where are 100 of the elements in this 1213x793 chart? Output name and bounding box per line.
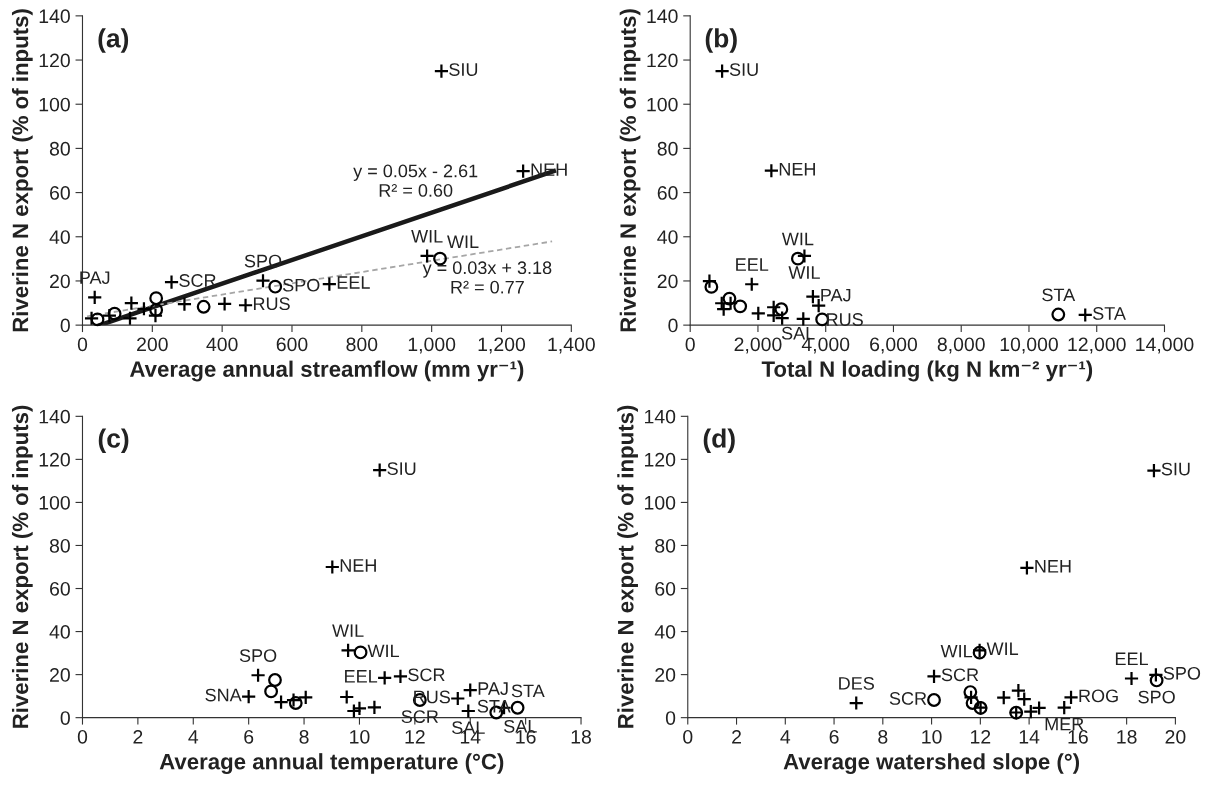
annotation: NEH xyxy=(779,162,815,176)
y-tick-label: 60 xyxy=(50,186,70,200)
annotation: SIU xyxy=(387,462,416,475)
x-tick-label: 20 xyxy=(1165,729,1186,744)
y-tick-label: 20 xyxy=(50,668,70,682)
x-tick-label: 0 xyxy=(77,729,88,744)
x-tick-label: 6,000 xyxy=(870,337,918,354)
x-tick-label: 8 xyxy=(299,729,309,744)
chart-title: (d) xyxy=(703,428,735,453)
annotation: SCR xyxy=(179,274,216,287)
y-tick-label: 60 xyxy=(50,581,70,596)
y-tick-label: 40 xyxy=(657,230,678,244)
y-axis-title: Riverine N export (% of inputs) xyxy=(617,405,638,728)
annotation: SCR xyxy=(408,668,445,682)
annotation: STA xyxy=(1093,307,1126,320)
y-tick-label: 20 xyxy=(655,668,676,682)
annotation: WIL xyxy=(332,624,364,637)
annotation: NEH xyxy=(1035,560,1071,573)
y-axis-title: Riverine N export (% of inputs) xyxy=(11,9,33,332)
x-tick-label: 14 xyxy=(1019,730,1040,744)
y-tick-label: 60 xyxy=(657,186,678,200)
x-tick-label: 10,000 xyxy=(1000,337,1058,354)
x-axis-title: Average annual temperature (°C) xyxy=(159,753,504,774)
annotation: SIU xyxy=(1161,462,1190,476)
y-tick-label: 40 xyxy=(49,230,70,244)
x-tick-label: 4 xyxy=(780,730,791,744)
y-tick-label: 120 xyxy=(39,53,70,68)
annotation: STA xyxy=(511,684,545,698)
annotation: MER xyxy=(1045,717,1084,731)
annotation: STA xyxy=(1042,288,1076,302)
y-tick-label: 120 xyxy=(647,53,678,68)
annotation: EEL xyxy=(1115,652,1148,666)
annotation: ROG xyxy=(1079,689,1118,703)
x-tick-label: 400 xyxy=(206,337,238,352)
x-tick-label: 8 xyxy=(878,729,888,744)
x-tick-label: 0 xyxy=(685,337,695,352)
annotation: EEL xyxy=(345,670,378,683)
y-tick-label: 140 xyxy=(39,9,70,24)
x-tick-label: 12 xyxy=(405,729,425,744)
x-tick-label: 2 xyxy=(133,729,143,744)
x-tick-label: 6 xyxy=(829,729,839,744)
annotation: SPO xyxy=(1163,666,1201,680)
y-tick-label: 100 xyxy=(645,495,676,510)
y-tick-label: 20 xyxy=(657,274,678,289)
y-tick-label: 80 xyxy=(655,538,676,553)
y-axis-title: Riverine N export (% of inputs) xyxy=(11,405,33,728)
x-tick-label: 8,000 xyxy=(937,337,985,354)
y-tick-label: 0 xyxy=(668,318,678,333)
x-axis-title: Total N loading (kg N km⁻² yr⁻¹) xyxy=(761,360,1093,382)
x-tick-label: 2 xyxy=(732,729,741,744)
annotation: y = 0.05x - 2.61 R² = 0.60 xyxy=(353,164,478,197)
x-tick-label: 1,200 xyxy=(478,337,526,354)
annotation: WIL xyxy=(367,644,400,658)
annotation: SIU xyxy=(729,63,758,76)
annotation: WIL xyxy=(781,232,814,246)
y-tick-label: 80 xyxy=(657,141,678,156)
annotation: y = 0.03x + 3.18 R² = 0.77 xyxy=(422,261,552,294)
y-tick-label: 0 xyxy=(665,711,676,725)
y-tick-label: 0 xyxy=(60,711,70,725)
y-tick-label: 0 xyxy=(60,318,70,333)
y-tick-label: 100 xyxy=(39,97,70,112)
y-tick-label: 100 xyxy=(647,97,678,112)
x-tick-label: 4 xyxy=(188,730,199,744)
x-tick-label: 18 xyxy=(571,729,591,744)
annotation: EEL xyxy=(736,258,769,271)
chart-title: (b) xyxy=(705,28,737,53)
annotation: SPO xyxy=(244,254,282,268)
y-tick-label: 40 xyxy=(654,625,676,639)
annotation: RUS xyxy=(253,297,290,311)
annotation: WIL xyxy=(788,266,820,279)
annotation: SPO xyxy=(239,649,277,662)
y-tick-label: 20 xyxy=(50,274,70,289)
annotation: DES xyxy=(839,676,874,690)
annotation: WIL xyxy=(986,642,1019,655)
annotation: SCR xyxy=(889,692,927,705)
x-tick-label: 14,000 xyxy=(1136,337,1194,354)
y-tick-label: 60 xyxy=(655,581,676,596)
x-tick-label: 800 xyxy=(346,337,378,352)
annotation: SPO xyxy=(282,278,320,292)
annotation: EEL xyxy=(337,276,370,289)
x-tick-label: 12 xyxy=(971,729,991,744)
y-tick-label: 120 xyxy=(645,452,676,467)
y-tick-label: 140 xyxy=(39,409,70,424)
chart-title: (a) xyxy=(98,28,129,53)
x-tick-label: 0 xyxy=(77,337,88,352)
x-tick-label: 16 xyxy=(1068,729,1088,744)
annotation: NEH xyxy=(340,559,376,572)
x-tick-label: 1,000 xyxy=(408,337,456,354)
y-tick-label: 140 xyxy=(647,9,678,24)
annotation: SNA xyxy=(205,688,242,702)
x-tick-label: 10 xyxy=(922,729,942,744)
annotation: WIL xyxy=(940,644,973,658)
x-tick-label: 2,000 xyxy=(734,337,782,354)
annotation: PAJ xyxy=(478,682,508,695)
y-tick-label: 140 xyxy=(645,409,676,424)
y-tick-label: 80 xyxy=(49,538,70,553)
x-tick-label: 1,400 xyxy=(548,337,595,354)
x-axis-title: Average annual streamflow (mm yr⁻¹) xyxy=(129,360,524,382)
x-tick-label: 6 xyxy=(244,729,254,744)
y-axis-title: Riverine N export (% of inputs) xyxy=(619,9,641,332)
